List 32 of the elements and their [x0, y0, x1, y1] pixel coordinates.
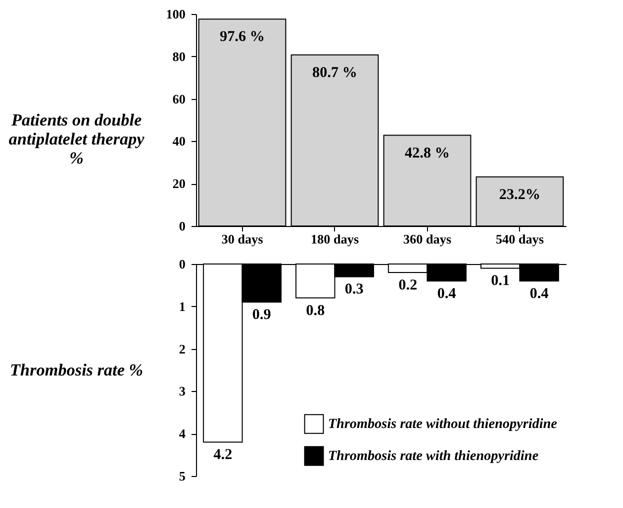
data-label: 0.4	[530, 286, 550, 302]
data-label: 0.3	[344, 282, 364, 298]
y-tick-label: 20	[172, 176, 186, 192]
x-tick-label: 360 days	[403, 232, 452, 246]
data-label: 0.9	[252, 307, 272, 324]
y-tick-label: 60	[172, 91, 186, 106]
data-label: 0.8	[306, 302, 325, 319]
data-label: 80.7 %	[312, 64, 358, 81]
y-tick-label: 2	[179, 341, 186, 356]
data-label: 23.2%	[499, 186, 540, 203]
data-label: 0.1	[490, 273, 510, 290]
y-tick-label: 5	[179, 468, 186, 484]
y-tick-label: 40	[172, 134, 186, 149]
y-tick-label: 0	[179, 256, 186, 272]
data-label: 42.8 %	[404, 145, 450, 162]
y-tick-label: 100	[166, 6, 186, 22]
y-tick-label: 80	[172, 48, 186, 64]
y-tick-label: 3	[179, 384, 186, 399]
data-label: 97.6 %	[220, 29, 265, 46]
data-label: 0.4	[437, 286, 457, 302]
legend-label: Thrombosis rate with thienopyridine	[328, 449, 538, 464]
data-label: 0.2	[398, 277, 418, 294]
data-label: 4.2	[213, 447, 232, 464]
y-axis-title: Patients on double antiplatelet therapy %	[8, 110, 145, 168]
legend-label: Thrombosis rate without thienopyridine	[328, 417, 558, 432]
y-tick-label: 4	[179, 426, 186, 442]
y-tick-label: 0	[179, 218, 186, 234]
x-tick-label: 180 days	[310, 232, 359, 246]
x-tick-label: 30 days	[221, 232, 264, 246]
x-tick-label: 540 days	[496, 232, 544, 246]
y-tick-label: 1	[179, 298, 186, 314]
y-axis-title: Thrombosis rate %	[10, 360, 144, 380]
